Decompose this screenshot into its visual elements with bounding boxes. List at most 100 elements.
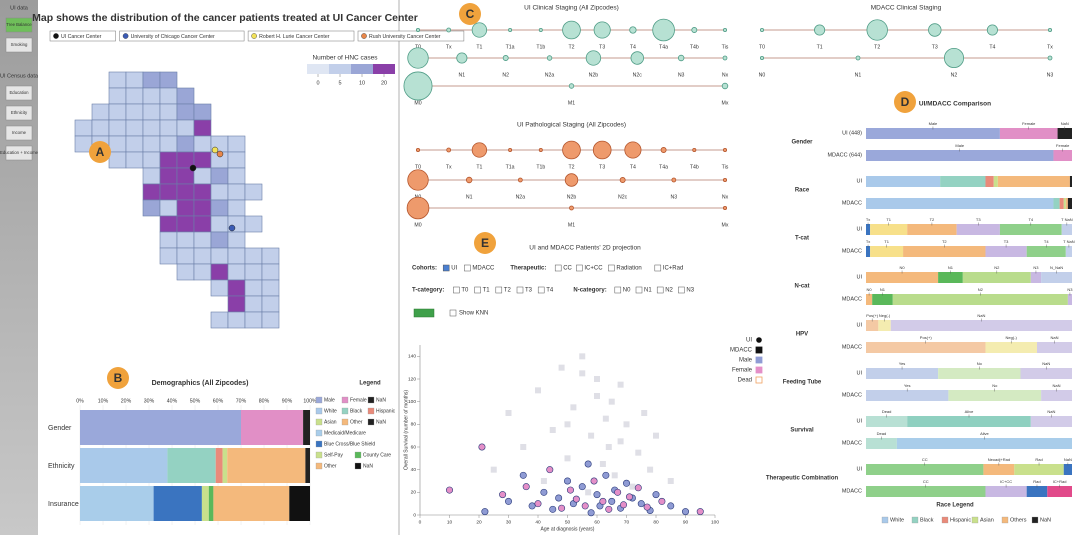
sidebar-button[interactable] [5,17,33,33]
stage-node[interactable] [722,205,728,211]
stage-node[interactable] [593,21,611,39]
checkbox[interactable] [464,264,471,272]
stage-node[interactable] [517,177,523,183]
ui-point[interactable] [681,508,689,516]
bar-segment[interactable] [1036,342,1072,353]
bar-segment[interactable] [1041,272,1072,283]
stage-node[interactable] [814,24,826,36]
ui-point[interactable] [590,477,598,485]
checkbox[interactable] [537,286,545,294]
stage-node[interactable] [624,141,642,159]
bar-segment[interactable] [866,438,897,449]
bar-segment[interactable] [1041,390,1072,401]
bar-segment[interactable] [866,198,1054,209]
bar-segment[interactable] [866,320,879,331]
ui-point[interactable] [696,508,704,516]
stage-node[interactable] [760,27,765,32]
stage-node[interactable] [562,20,581,40]
stage-node[interactable] [471,22,488,38]
checkbox[interactable] [474,286,481,294]
bar-segment[interactable] [940,176,986,187]
stage-node[interactable] [671,177,677,183]
stage-node[interactable] [538,147,543,152]
ui-point[interactable] [558,504,566,512]
ui-point[interactable] [599,497,607,505]
sidebar-button[interactable] [5,37,33,53]
ui-point[interactable] [622,479,630,487]
stage-node[interactable] [691,27,698,33]
ui-point[interactable] [504,497,512,505]
bar-segment[interactable] [999,224,1062,235]
stage-node[interactable] [508,27,513,32]
checkbox[interactable] [495,286,503,294]
sidebar-button[interactable] [5,125,33,141]
bar-segment[interactable] [866,294,873,305]
sidebar-button[interactable] [5,105,33,121]
ui-point[interactable] [578,483,586,491]
bar-segment[interactable] [1020,368,1073,379]
bar-segment[interactable] [1014,464,1064,475]
stage-node[interactable] [538,27,543,32]
stage-node[interactable] [415,27,421,33]
bar-segment[interactable] [1069,176,1072,187]
bar-segment[interactable] [956,224,1000,235]
ui-point[interactable] [540,488,548,496]
checkbox[interactable] [576,264,583,272]
stage-node[interactable] [592,140,612,160]
bar-segment[interactable] [1053,198,1060,209]
sidebar-button[interactable] [5,85,33,101]
bar-segment[interactable] [892,294,1068,305]
bar-segment[interactable] [866,128,1000,139]
ui-point[interactable] [534,500,542,508]
stage-node[interactable] [619,177,626,183]
bar-segment[interactable] [907,416,1031,427]
checkbox[interactable] [449,309,457,317]
bar-segment[interactable] [938,272,963,283]
stage-node[interactable] [677,54,685,62]
bar-segment[interactable] [866,224,871,235]
stage-node[interactable] [928,23,942,37]
stage-node[interactable] [855,55,861,61]
stage-node[interactable] [721,82,729,90]
ui-point[interactable] [602,471,610,479]
checkbox[interactable] [678,286,685,294]
stage-node[interactable] [569,205,574,211]
ui-point[interactable] [593,491,601,499]
bar-segment[interactable] [866,342,986,353]
checkbox[interactable] [516,286,524,294]
stage-node[interactable] [508,147,513,152]
stage-node[interactable] [722,55,728,61]
bar-segment[interactable] [1057,128,1072,139]
bar-segment[interactable] [1026,246,1066,257]
checkbox[interactable] [554,264,562,272]
checkbox[interactable] [453,286,460,294]
bar-segment[interactable] [907,224,957,235]
bar-segment[interactable] [985,342,1037,353]
bar-segment[interactable] [866,416,908,427]
stage-node[interactable] [415,147,421,153]
bar-segment[interactable] [866,464,984,475]
ui-point[interactable] [637,500,645,508]
bar-segment[interactable] [866,272,939,283]
ui-point[interactable] [643,503,651,511]
ui-point[interactable] [566,486,574,494]
stage-node[interactable] [660,147,667,153]
ui-point[interactable] [620,501,628,509]
ui-point[interactable] [614,488,622,496]
stage-node[interactable] [722,177,728,183]
bar-segment[interactable] [878,320,891,331]
ui-point[interactable] [667,502,675,510]
stage-node[interactable] [568,83,575,89]
stage-node[interactable] [723,147,728,152]
stage-node[interactable] [456,52,468,64]
bar-segment[interactable] [983,464,1015,475]
stage-node[interactable] [562,140,581,160]
ui-point[interactable] [608,497,616,505]
bar-segment[interactable] [997,176,1070,187]
ui-point[interactable] [546,466,554,474]
ui-point[interactable] [478,443,486,451]
stage-node[interactable] [943,47,965,69]
bar-segment[interactable] [866,176,941,187]
stage-node[interactable] [1047,27,1053,33]
bar-segment[interactable] [1053,150,1072,161]
